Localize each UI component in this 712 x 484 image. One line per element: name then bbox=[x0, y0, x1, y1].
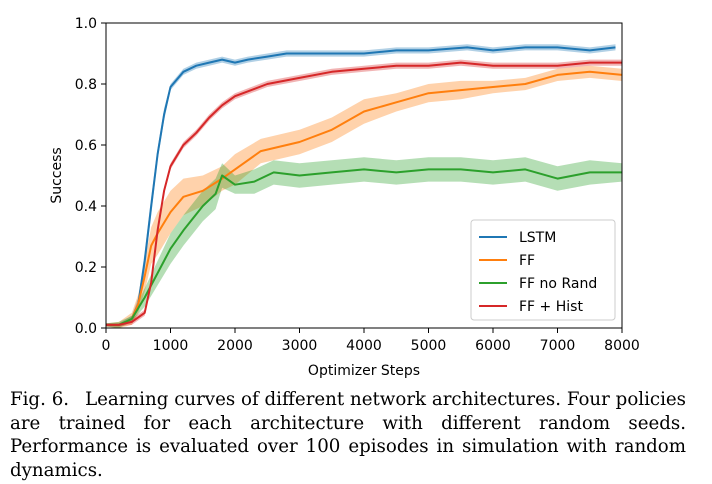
x-tick-label: 1000 bbox=[153, 338, 189, 354]
y-tick-label: 0.0 bbox=[75, 321, 97, 337]
line-ff bbox=[106, 70, 623, 326]
line-ff-no-rand bbox=[106, 168, 622, 326]
x-tick-label: 5000 bbox=[411, 338, 447, 354]
caption-label: Fig. 6. bbox=[10, 389, 70, 410]
x-tick-label: 4000 bbox=[346, 338, 382, 354]
line-ff-hist bbox=[106, 61, 622, 326]
x-tick-label: 8000 bbox=[604, 338, 640, 354]
series-lines bbox=[106, 46, 623, 326]
x-axis-ticks: 0 1000 2000 3000 4000 5000 6000 7000 8000 bbox=[102, 328, 640, 354]
band-ff-no-rand bbox=[106, 157, 622, 328]
y-tick-label: 0.6 bbox=[75, 138, 97, 154]
x-tick-label: 6000 bbox=[475, 338, 511, 354]
figure-caption: Fig. 6. Learning curves of different netw… bbox=[10, 388, 686, 482]
y-tick-label: 0.8 bbox=[75, 77, 97, 93]
x-axis-label: Optimizer Steps bbox=[308, 363, 420, 379]
y-tick-label: 0.4 bbox=[75, 199, 97, 215]
confidence-bands bbox=[106, 44, 622, 328]
y-axis-label: Success bbox=[49, 147, 65, 203]
legend-entry: FF + Hist bbox=[519, 299, 583, 315]
y-axis-ticks: 0.0 0.2 0.4 0.6 0.8 1.0 bbox=[75, 16, 106, 337]
learning-curves-chart: 0 1000 2000 3000 4000 5000 6000 7000 8000 0.0 0.2… bbox=[49, 16, 640, 379]
y-tick-label: 1.0 bbox=[75, 16, 97, 32]
caption-text: Learning curves of different network arc… bbox=[10, 389, 687, 481]
legend-entry: LSTM bbox=[519, 230, 556, 246]
y-tick-label: 0.2 bbox=[75, 260, 97, 276]
x-tick-label: 0 bbox=[102, 338, 111, 354]
x-tick-label: 2000 bbox=[217, 338, 253, 354]
legend-box bbox=[470, 219, 616, 321]
legend-entry: FF no Rand bbox=[519, 276, 597, 292]
band-ff bbox=[106, 65, 622, 328]
x-tick-label: 3000 bbox=[282, 338, 318, 354]
x-tick-label: 7000 bbox=[540, 338, 576, 354]
legend-entry: FF bbox=[519, 253, 535, 269]
legend: LSTM FF FF no Rand FF + Hist bbox=[470, 219, 616, 321]
line-lstm bbox=[106, 46, 616, 326]
